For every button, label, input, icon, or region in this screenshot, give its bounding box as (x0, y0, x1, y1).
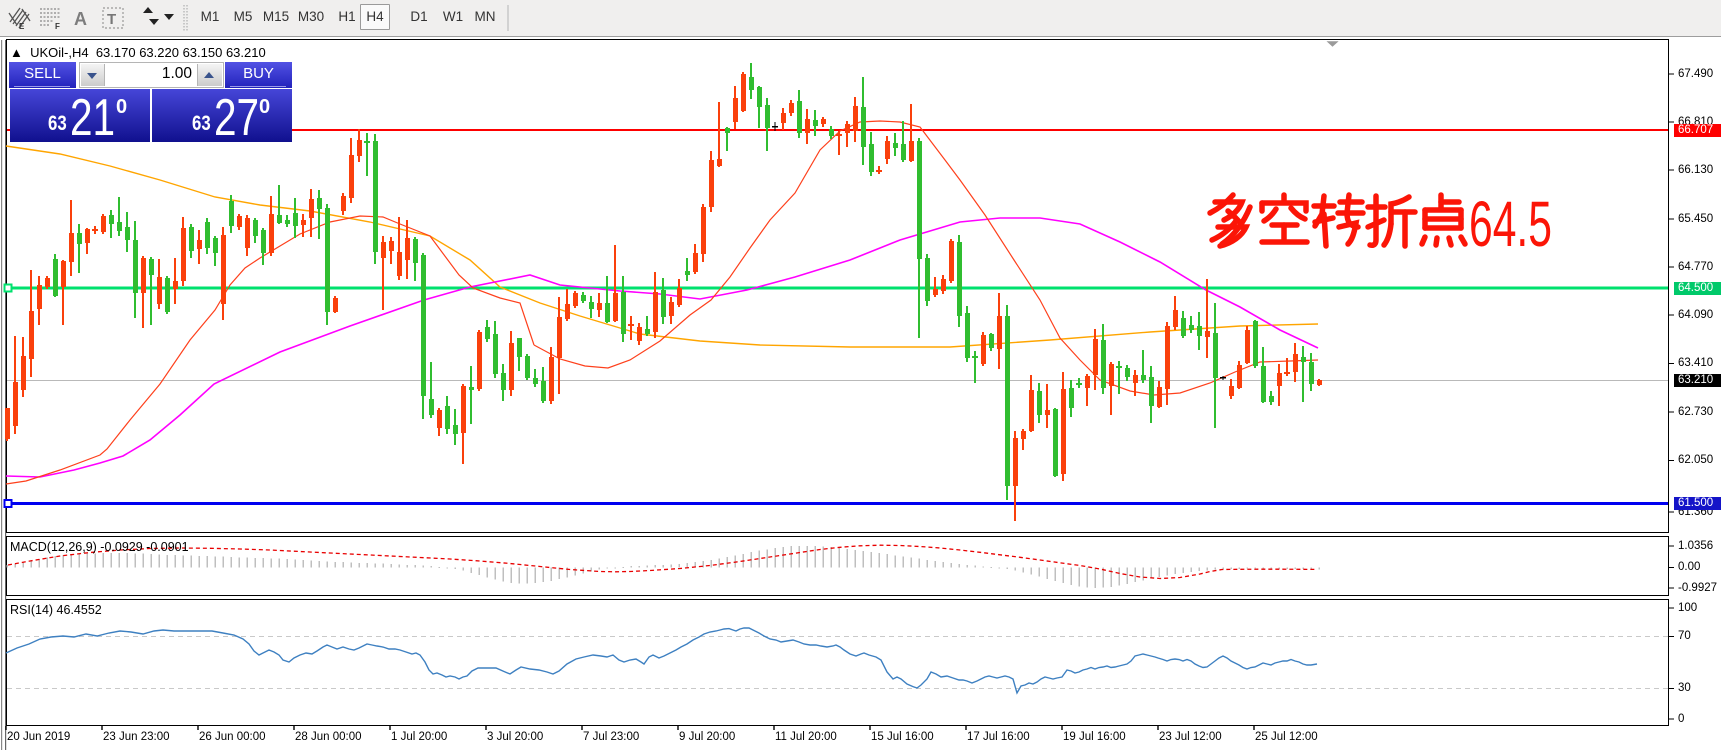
svg-text:F: F (55, 22, 60, 31)
svg-text:E: E (19, 22, 25, 31)
svg-text:64.5: 64.5 (1469, 188, 1552, 260)
svg-text:A: A (74, 9, 87, 29)
svg-text:T: T (107, 11, 116, 28)
